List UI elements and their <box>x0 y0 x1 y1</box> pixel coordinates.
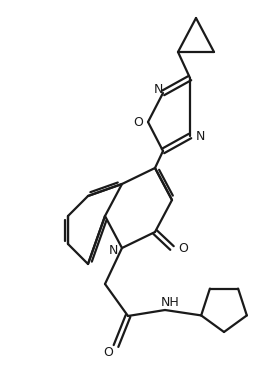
Text: N: N <box>195 129 205 142</box>
Text: N: N <box>108 244 118 257</box>
Text: O: O <box>178 241 188 254</box>
Text: N: N <box>153 83 163 96</box>
Text: O: O <box>133 115 143 128</box>
Text: O: O <box>103 346 113 359</box>
Text: NH: NH <box>161 296 179 310</box>
